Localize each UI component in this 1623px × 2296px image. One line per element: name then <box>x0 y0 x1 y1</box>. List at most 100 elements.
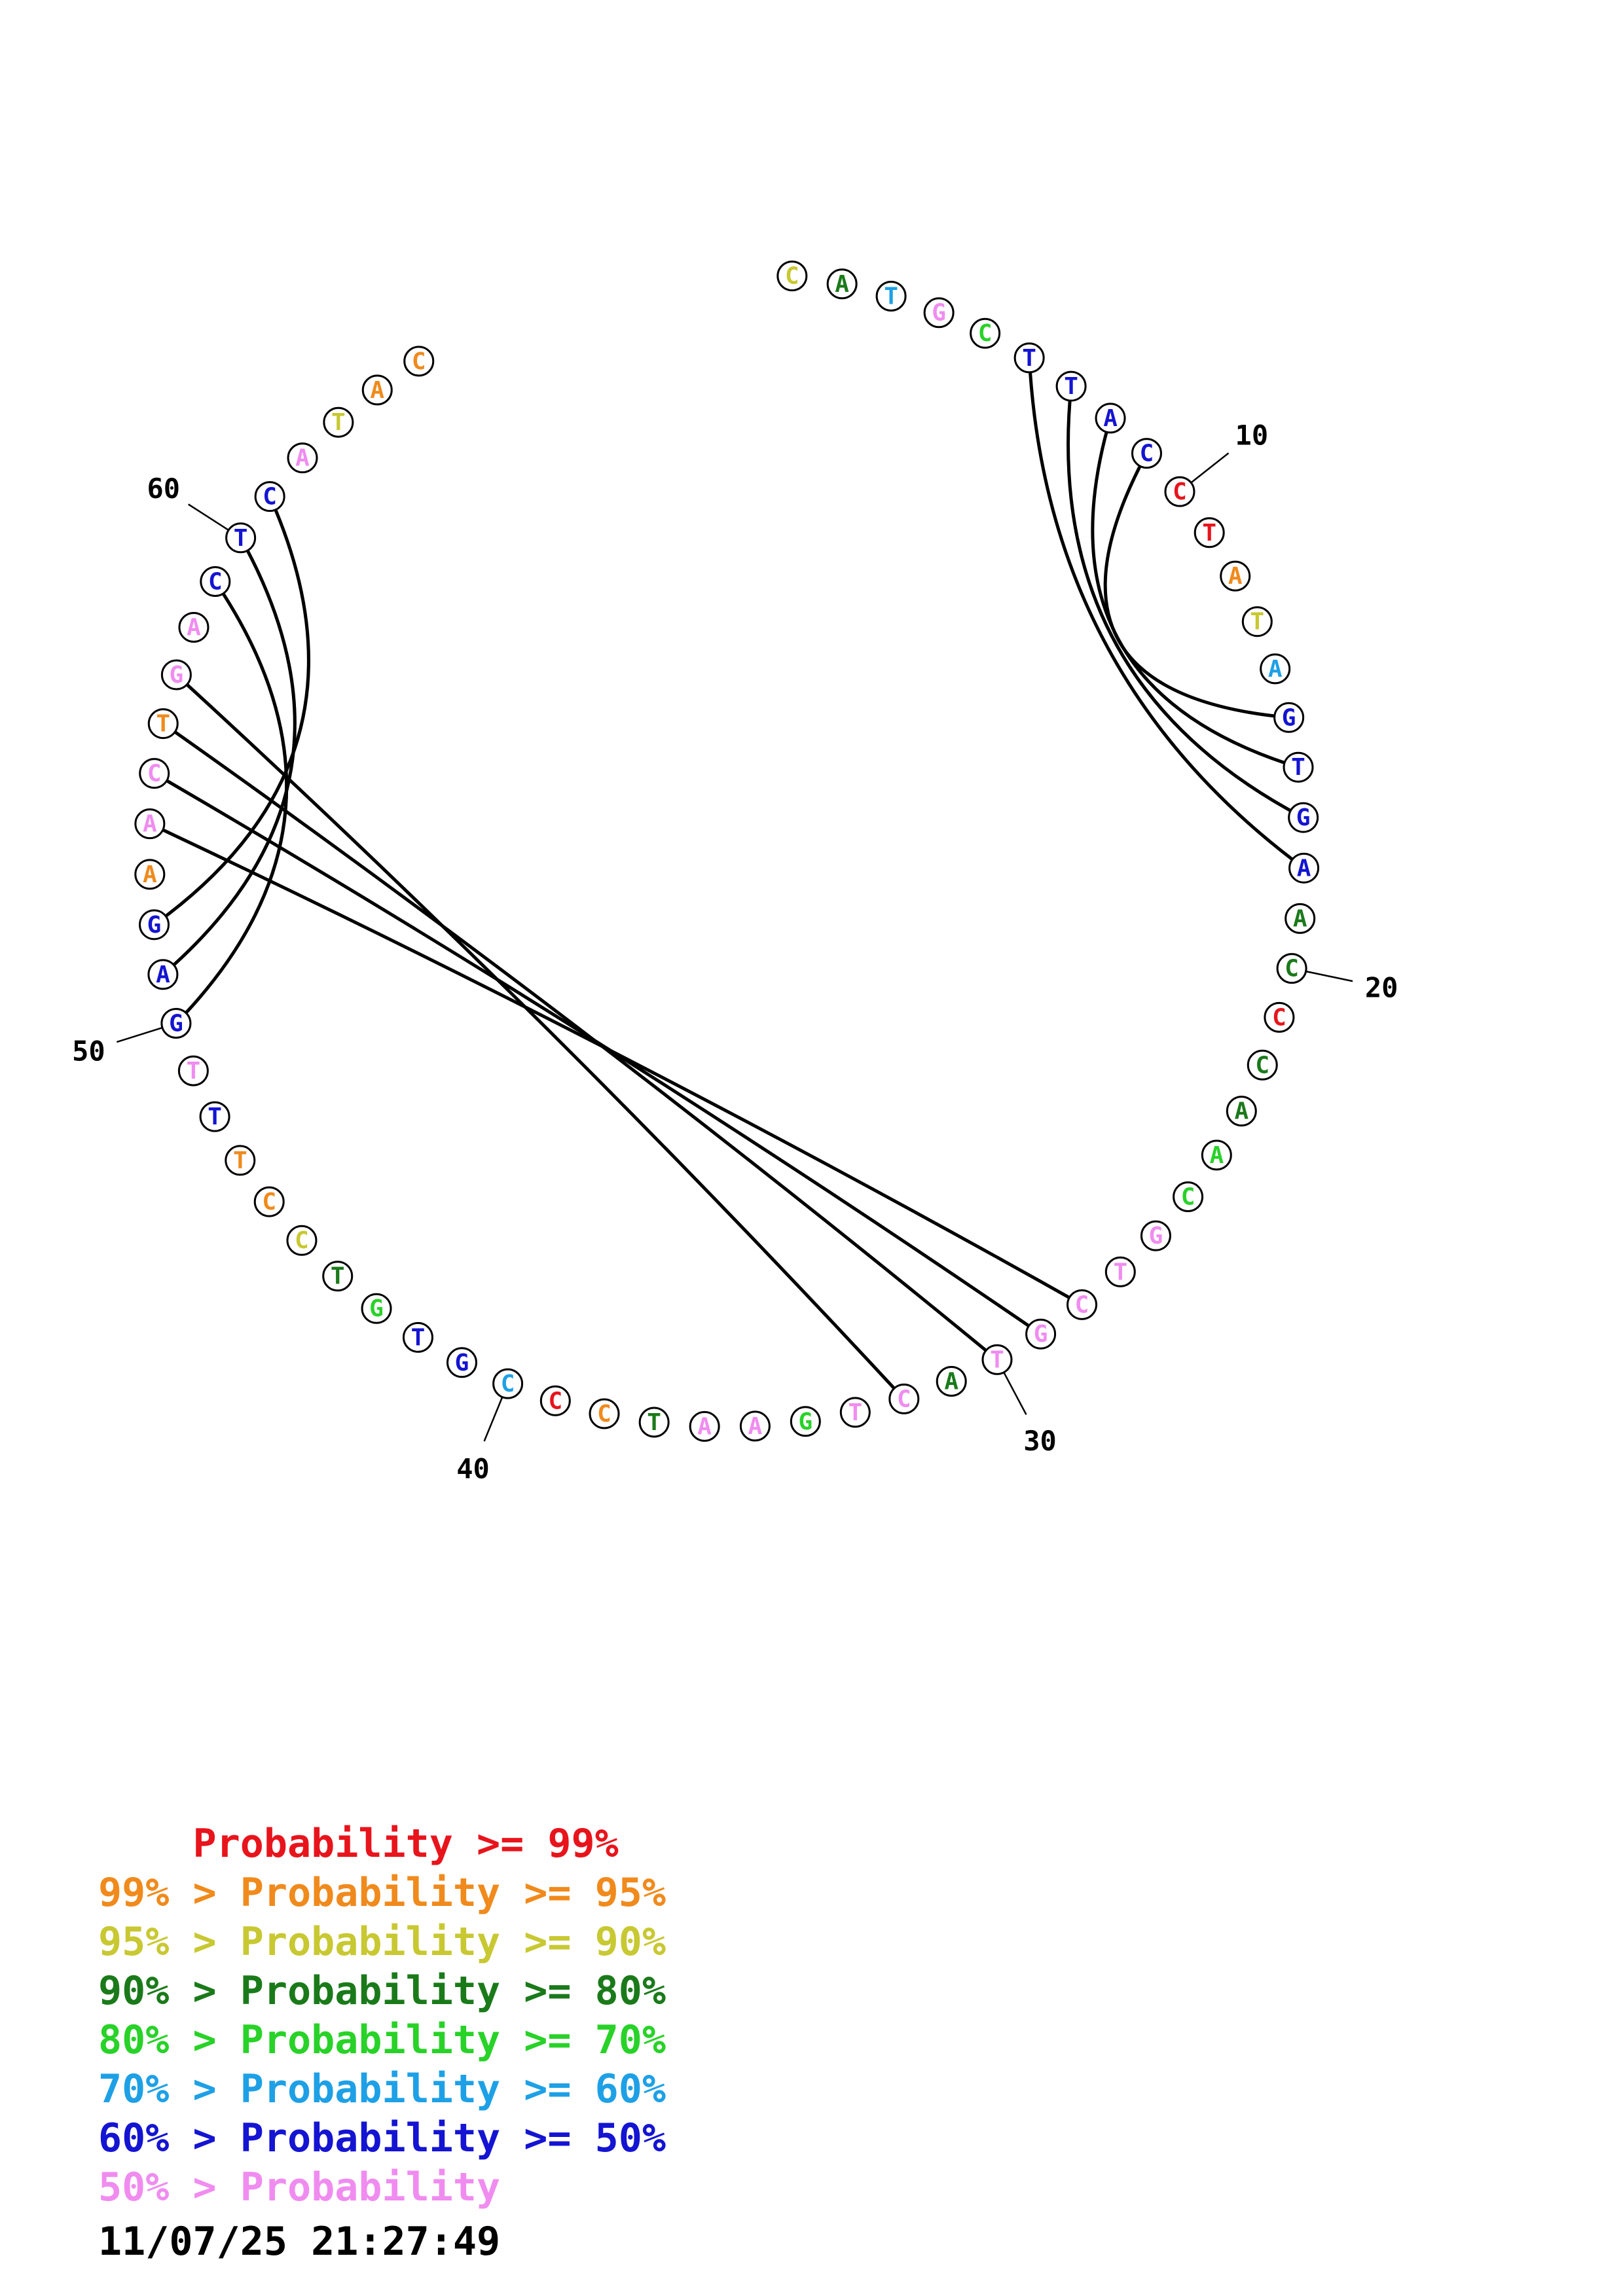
nucleotide-circle <box>1095 403 1126 434</box>
nucleotide: C <box>200 566 231 598</box>
nucleotide-ring: C A TGCTTACCTATAGTGAACCCAACGTCGTACTGAATCCC… <box>134 260 1320 1442</box>
nucleotide: A <box>1220 560 1251 592</box>
nucleotide-circle <box>287 442 318 474</box>
nucleotide-circle <box>147 959 179 990</box>
nucleotide: C <box>1164 476 1195 507</box>
position-labels: 10 20 30 40 50 60 <box>72 419 1398 1484</box>
nucleotide-letter: G <box>932 300 946 327</box>
legend-entry: 70% > Probability >= 60% <box>98 2066 666 2112</box>
nucleotide-letter: T <box>156 711 170 738</box>
nucleotide: G <box>1140 1220 1171 1251</box>
nucleotide-letter: C <box>501 1371 515 1397</box>
nucleotide-circle <box>139 758 170 789</box>
nucleotide: C <box>1131 438 1162 469</box>
nucleotide-circle <box>1131 438 1162 469</box>
nucleotide: C <box>970 317 1001 349</box>
nucleotide-circle <box>1067 1289 1098 1320</box>
nucleotide-letter: G <box>1296 804 1311 831</box>
nucleotide-letter: A <box>295 445 310 472</box>
nucleotide-circle <box>1264 1001 1295 1033</box>
nucleotide-circle <box>147 708 179 740</box>
nucleotide-letter: A <box>156 961 170 988</box>
nucleotide: T <box>1104 1256 1136 1287</box>
nucleotide: C <box>1276 953 1307 984</box>
nucleotide-circle <box>936 1365 967 1397</box>
nucleotide-circle <box>199 1101 230 1132</box>
nucleotide: T <box>1194 517 1225 548</box>
nucleotide-letter: T <box>647 1409 661 1436</box>
position-label: 30 <box>1023 1425 1057 1457</box>
nucleotide-letter: T <box>187 1058 201 1085</box>
nucleotide-circle <box>1055 370 1087 402</box>
nucleotide-letter: T <box>1291 754 1305 781</box>
nucleotide: T <box>638 1407 670 1438</box>
nucleotide: C <box>253 1186 285 1217</box>
nucleotide: A <box>826 268 858 300</box>
nucleotide-letter: T <box>331 1263 345 1290</box>
nucleotide-letter: A <box>370 377 384 404</box>
nucleotide: A <box>287 442 318 474</box>
nucleotide-circle <box>1194 517 1225 548</box>
nucleotide-letter: A <box>835 271 849 298</box>
nucleotide: T <box>177 1055 209 1086</box>
nucleotide-circle <box>1276 953 1307 984</box>
position-leader-line <box>483 1397 503 1442</box>
nucleotide: T <box>981 1344 1013 1375</box>
nucleotide-circle <box>888 1383 920 1414</box>
nucleotide-circle <box>875 280 907 312</box>
nucleotide-letter: C <box>1272 1004 1286 1031</box>
probability-legend: Probability >= 99% 99% > Probability >= 9… <box>98 1820 666 2212</box>
nucleotide-letter: G <box>147 912 162 939</box>
nucleotide-letter: T <box>1022 345 1036 372</box>
nucleotide-circle <box>839 1397 871 1428</box>
nucleotide: T <box>323 406 354 438</box>
nucleotide-letter: C <box>208 569 223 596</box>
nucleotide-circle <box>134 859 166 890</box>
nucleotide-letter: A <box>1268 656 1283 683</box>
nucleotide-letter: C <box>1181 1184 1195 1211</box>
nucleotide: C <box>286 1225 318 1256</box>
nucleotide-letter: T <box>1064 373 1078 400</box>
nucleotide: C <box>1247 1049 1278 1081</box>
nucleotide-circle <box>970 317 1001 349</box>
nucleotide: T <box>225 1145 256 1176</box>
nucleotide-letter: C <box>1255 1052 1269 1079</box>
legend-entry: 50% > Probability <box>98 2164 501 2210</box>
nucleotide-letter: C <box>785 263 799 290</box>
nucleotide-circle <box>1288 802 1319 833</box>
nucleotide: C <box>1067 1289 1098 1320</box>
nucleotide: A <box>1285 903 1316 934</box>
nucleotide: T <box>1013 342 1045 374</box>
nucleotide-circle <box>446 1347 477 1378</box>
nucleotide-letter: A <box>187 614 201 641</box>
nucleotide-circle <box>1220 560 1251 592</box>
nucleotide-circle <box>253 1186 285 1217</box>
legend-entry: 99% > Probability >= 95% <box>98 1870 666 1916</box>
nucleotide-letter: T <box>1113 1259 1127 1285</box>
nucleotide-letter: A <box>1228 563 1243 590</box>
legend-entry: 60% > Probability >= 50% <box>98 2115 666 2161</box>
legend-entry: Probability >= 99% <box>98 1821 619 1867</box>
nucleotide-circle <box>1288 852 1320 884</box>
nucleotide: A <box>1288 852 1320 884</box>
nucleotide-circle <box>286 1225 318 1256</box>
nucleotide-circle <box>1013 342 1045 374</box>
nucleotide-circle <box>254 481 285 512</box>
position-leader-line <box>187 503 229 531</box>
nucleotide-circle <box>139 909 170 941</box>
pair-arc <box>153 495 310 926</box>
nucleotide-letter: C <box>548 1388 562 1414</box>
nucleotide-letter: C <box>147 761 162 787</box>
nucleotide: C <box>254 481 285 512</box>
nucleotide-letter: C <box>412 348 426 375</box>
nucleotide-circle <box>160 659 192 691</box>
nucleotide-letter: A <box>1293 905 1307 932</box>
nucleotide-letter: C <box>978 320 993 347</box>
legend-entry: 95% > Probability >= 90% <box>98 1919 666 1965</box>
nucleotide-circle <box>177 1055 209 1086</box>
nucleotide: C <box>888 1383 920 1414</box>
nucleotide-letter: T <box>208 1103 222 1130</box>
nucleotide-letter: T <box>884 283 898 310</box>
nucleotide-letter: C <box>897 1386 911 1412</box>
nucleotide: G <box>361 1293 392 1324</box>
